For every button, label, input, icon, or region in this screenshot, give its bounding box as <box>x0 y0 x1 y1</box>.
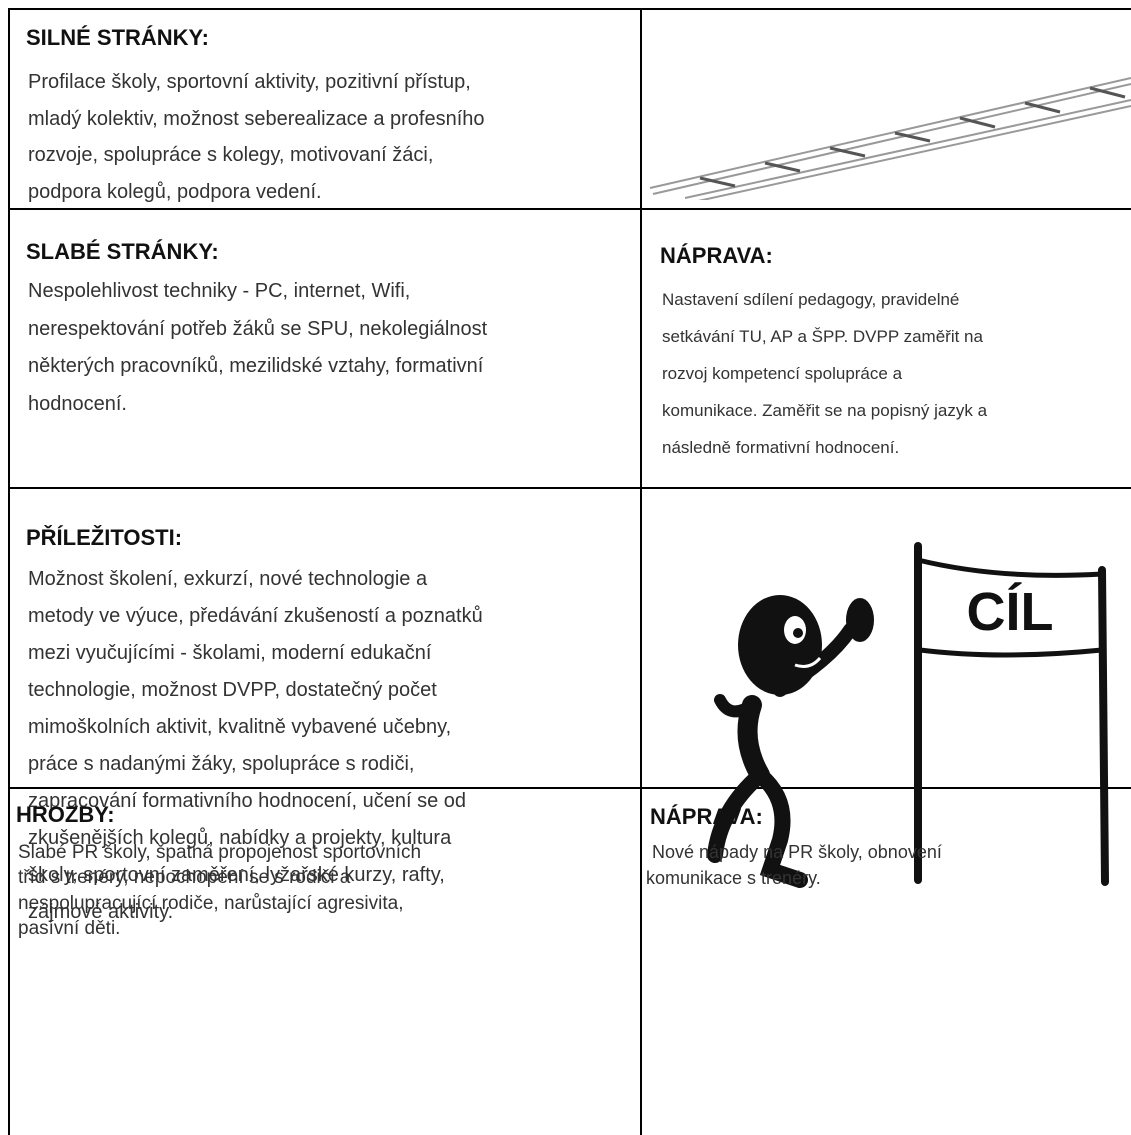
section-line: zájmové aktivity. <box>28 901 174 923</box>
section-line: Profilace školy, sportovní aktivity, poz… <box>28 71 471 93</box>
section-line: mladý kolektiv, možnost seberealizace a … <box>28 107 485 130</box>
section-line: následně formativní hodnocení. <box>662 437 900 457</box>
section-line: tříd s trenéry, nepochopení se s rodiči … <box>18 867 351 889</box>
section-line: Nespolehlivost techniky - PC, internet, … <box>28 280 411 302</box>
section-line: hodnocení. <box>28 392 127 415</box>
section-line: podpora kolegů, podpora vedení. <box>28 180 322 203</box>
section-line: Nastavení sdílení pedagogy, pravidelné <box>662 289 960 309</box>
border <box>8 787 1131 789</box>
section-line: některých pracovníků, mezilidské vztahy,… <box>28 355 484 377</box>
section-heading: HROZBY: <box>16 801 115 827</box>
section-line: rozvoj kompetencí spolupráce a <box>662 363 903 383</box>
section-heading: PŘÍLEŽITOSTI: <box>26 524 183 550</box>
section-line: rozvoje, spolupráce s kolegy, motivovaní… <box>28 144 434 166</box>
section-line: komunikace s trenéry. <box>646 867 821 888</box>
section-line: zapracování formativního hodnocení, učen… <box>28 790 467 812</box>
section-line: zkušenějších kolegů, nabídky a projekty,… <box>28 827 452 849</box>
section-line: nespolupracující rodiče, narůstající agr… <box>18 892 404 914</box>
border <box>8 487 1131 489</box>
section-line: mezi vyučujícími - školami, moderní eduk… <box>28 642 432 664</box>
goal-sign: CÍL <box>967 582 1054 642</box>
section-line: práce s nadanými žáky, spolupráce s rodi… <box>28 753 415 775</box>
section-heading: NÁPRAVA: <box>650 803 763 829</box>
runner-image: CÍL <box>707 542 1109 888</box>
section-line: setkávání TU, AP a ŠPP. DVPP zaměřit na <box>662 326 983 346</box>
border <box>8 8 10 1135</box>
ladder-image <box>649 77 1131 200</box>
border <box>8 8 1131 10</box>
section-line: metody ve výuce, předávání zkušeností a … <box>28 605 483 627</box>
border <box>8 208 1131 210</box>
section-line: školy, sportovní zaměření, lyžařské kurz… <box>28 864 445 886</box>
section-line: nerespektování potřeb žáků se SPU, nekol… <box>28 317 488 340</box>
section-heading: SILNÉ STRÁNKY: <box>26 24 209 50</box>
section-line: Nové nápady na PR školy, obnovení <box>652 842 942 863</box>
section-heading: SLABÉ STRÁNKY: <box>26 238 219 264</box>
border <box>640 8 642 1135</box>
section-line: Slabé PR školy, špatná propojenost sport… <box>18 841 422 863</box>
section-line: Možnost školení, exkurzí, nové technolog… <box>28 568 428 590</box>
section-line: komunikace. Zaměřit se na popisný jazyk … <box>662 400 988 420</box>
section-line: pasívní děti. <box>18 918 121 940</box>
section-heading: NÁPRAVA: <box>660 242 773 268</box>
section-line: technologie, možnost DVPP, dostatečný po… <box>28 679 437 701</box>
section-line: mimoškolních aktivit, kvalitně vybavené … <box>28 716 452 738</box>
